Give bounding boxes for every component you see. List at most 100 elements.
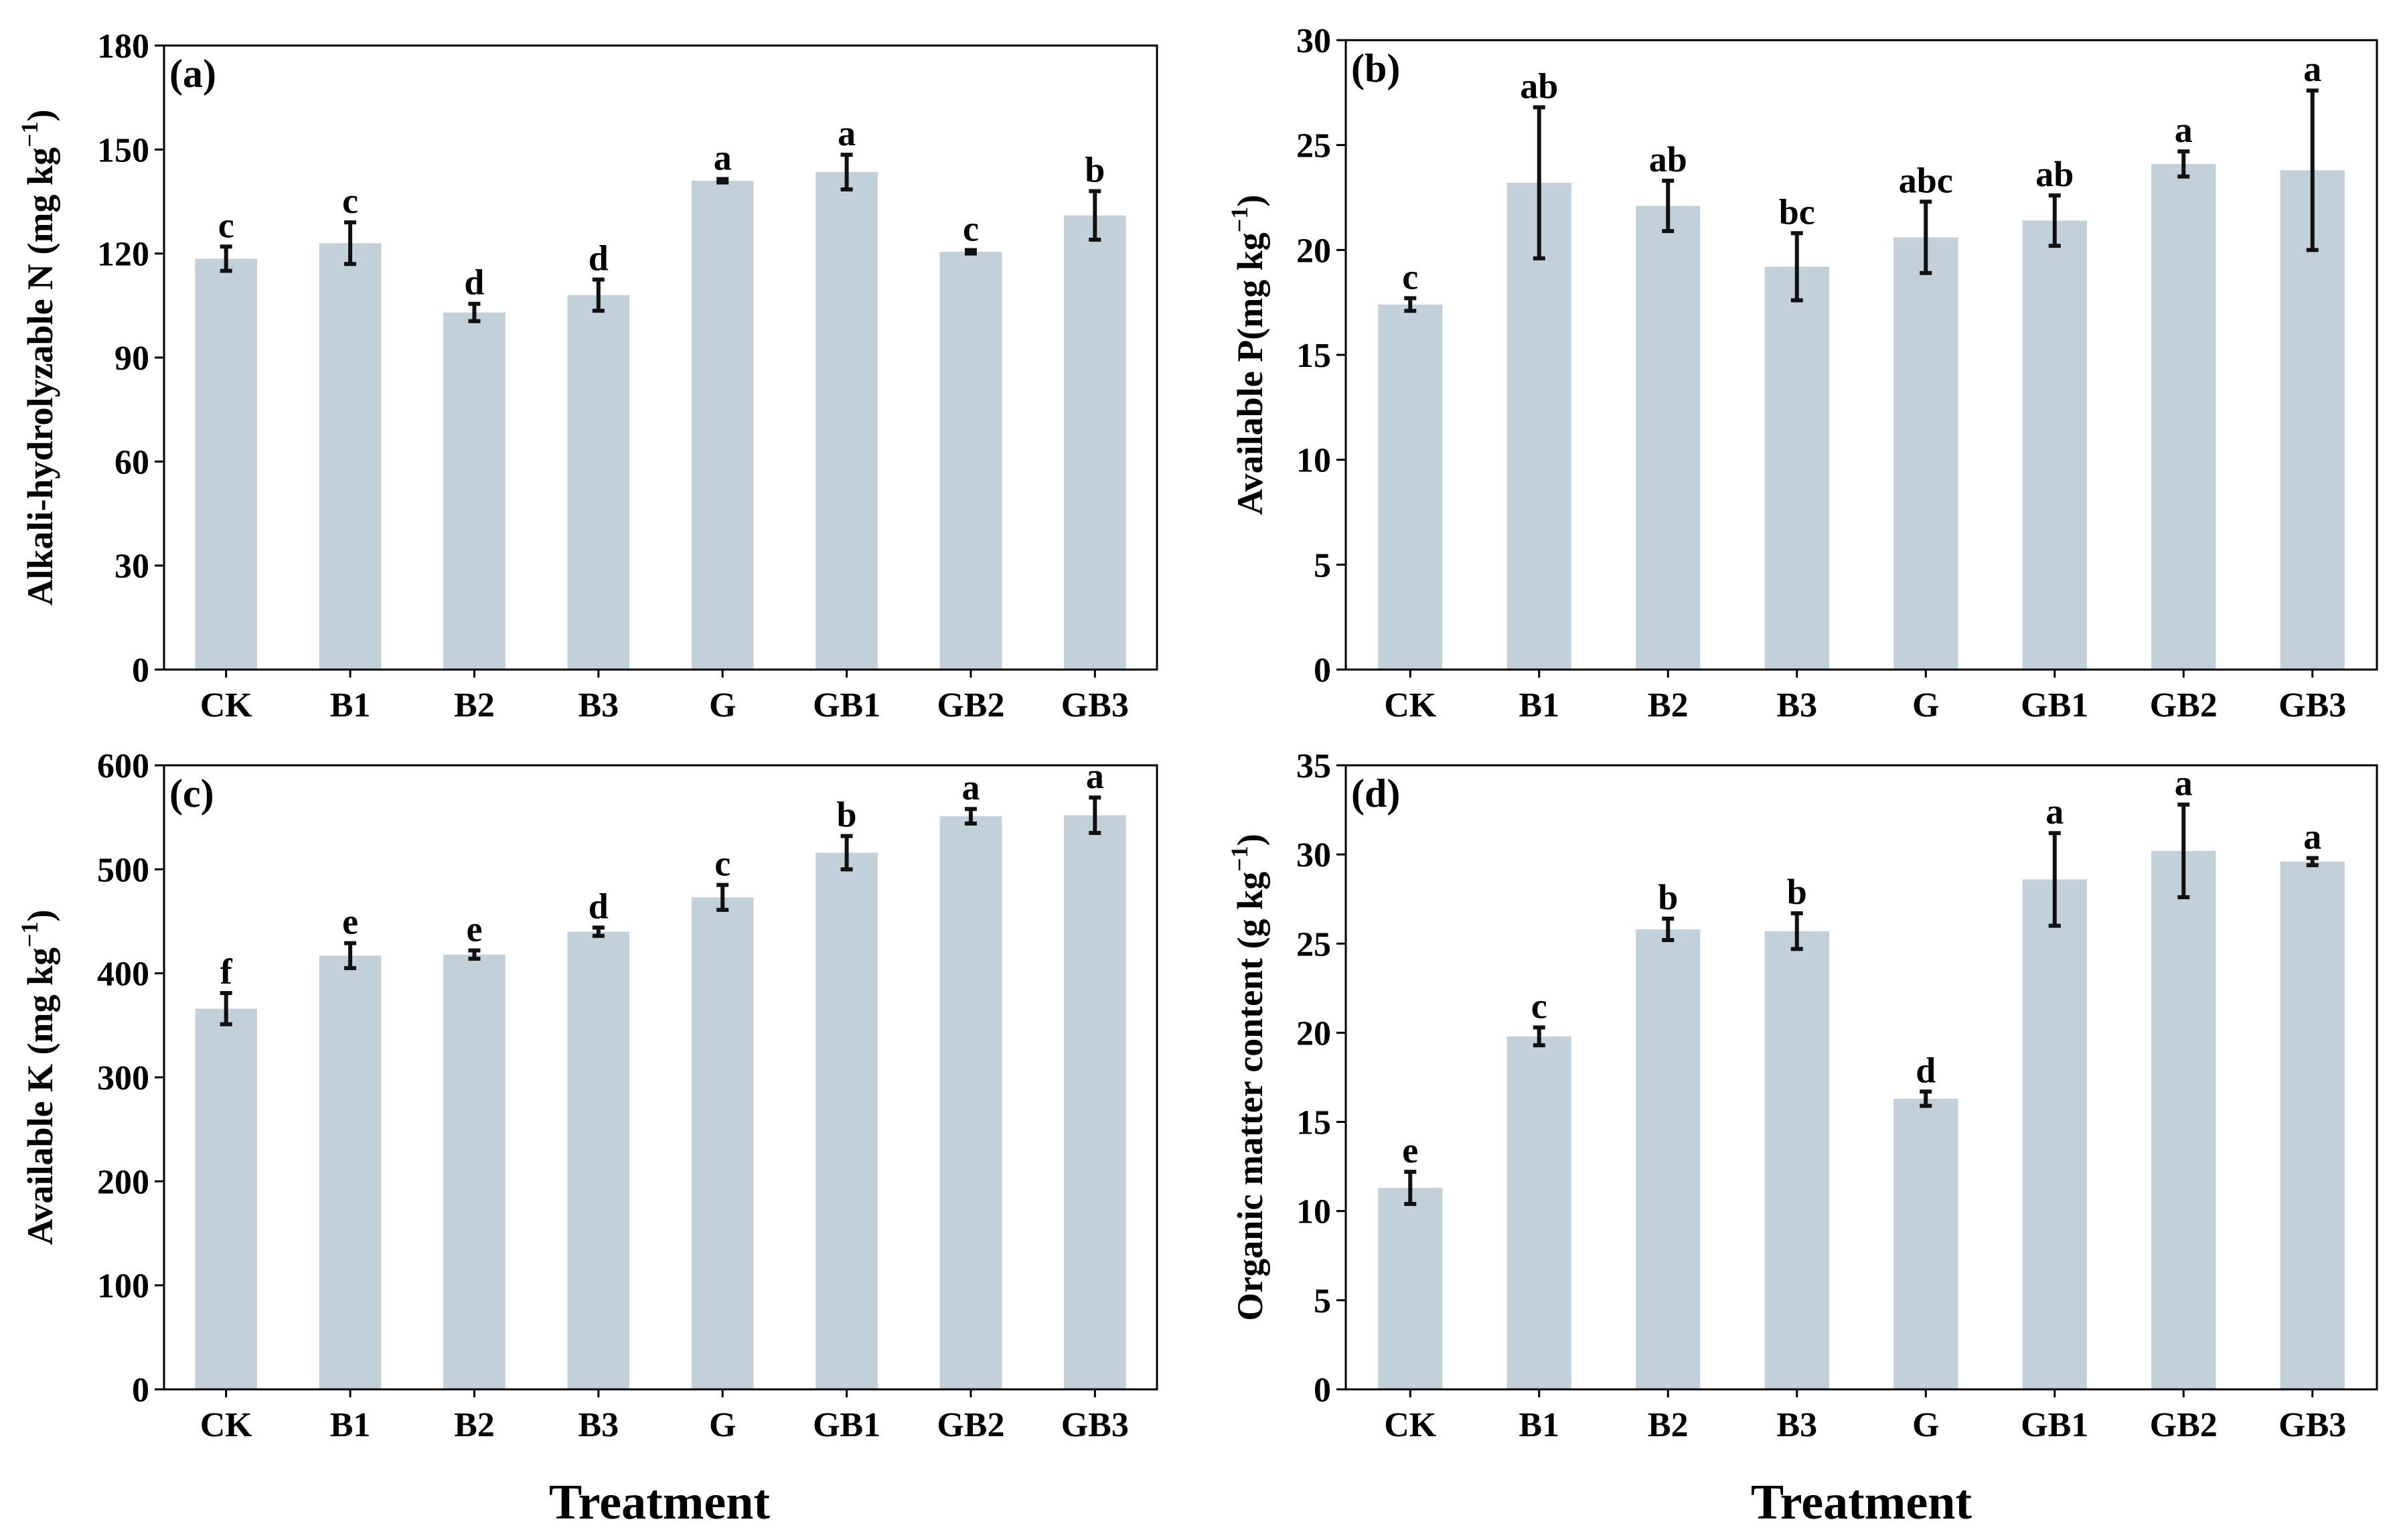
y-tick-label-500: 500 bbox=[97, 851, 149, 889]
x-tick-label-B1: B1 bbox=[330, 1406, 371, 1444]
significance-letter-GB1: a bbox=[2045, 791, 2064, 832]
y-tick-label-0: 0 bbox=[132, 1371, 149, 1409]
significance-letter-GB3: b bbox=[1085, 149, 1105, 189]
y-tick-label-180: 180 bbox=[97, 27, 149, 66]
y-tick-label-20: 20 bbox=[1296, 1014, 1331, 1053]
significance-letter-G: abc bbox=[1899, 160, 1953, 200]
x-tick-label-B3: B3 bbox=[578, 1406, 619, 1444]
significance-letter-GB3: a bbox=[2303, 49, 2321, 89]
bar-GB3 bbox=[1063, 815, 1126, 1389]
panel-a: c CK c B1 d B2 d B3 a Ga GB1 c GB2 b GB3 0 30 60 90 120 150 1… bbox=[16, 27, 1158, 724]
x-tick-label-G: G bbox=[1912, 686, 1939, 724]
x-tick-label-G: G bbox=[709, 686, 736, 724]
significance-letter-GB2: a bbox=[2175, 763, 2193, 803]
bar-GB1 bbox=[2022, 220, 2087, 670]
bar-GB3 bbox=[2280, 861, 2345, 1389]
x-axis-title-left: Treatment bbox=[549, 1475, 771, 1530]
significance-letter-GB2: a bbox=[2175, 110, 2193, 150]
y-tick-label-120: 120 bbox=[97, 236, 149, 274]
y-axis-label-main-c: Available K (mg kg bbox=[20, 947, 60, 1245]
x-tick-label-B2: B2 bbox=[1648, 1406, 1689, 1444]
x-tick-label-GB3: GB3 bbox=[2278, 1406, 2346, 1444]
y-axis-label-end-d: ) bbox=[1230, 834, 1270, 846]
x-tick-label-B1: B1 bbox=[330, 686, 371, 724]
y-tick-label-60: 60 bbox=[114, 443, 149, 481]
panel-label-d: (d) bbox=[1351, 771, 1400, 816]
y-tick-label-600: 600 bbox=[97, 747, 149, 785]
x-tick-label-CK: CK bbox=[200, 686, 253, 724]
x-tick-label-GB3: GB3 bbox=[1061, 686, 1129, 724]
y-tick-label-0: 0 bbox=[1314, 651, 1331, 690]
bar-B1 bbox=[319, 243, 382, 670]
bar-B1 bbox=[319, 955, 382, 1389]
bar-B1 bbox=[1506, 1036, 1571, 1389]
plot-frame-a bbox=[163, 44, 1158, 671]
panel-c: f CK e B1 e B2 d B3 c Gb GB1 a GB2 a GB3 0 100 200 300 400 5… bbox=[16, 747, 1158, 1444]
significance-letter-GB3: a bbox=[1086, 756, 1104, 796]
panel-label-a: (a) bbox=[169, 52, 216, 96]
significance-letter-G: c bbox=[714, 844, 730, 884]
x-tick-label-GB1: GB1 bbox=[2021, 686, 2088, 724]
x-tick-label-B2: B2 bbox=[1648, 686, 1689, 724]
bar-G bbox=[1893, 1098, 1958, 1389]
y-axis-label-a: Alkali-hydrolyzable N (mg kg−1) bbox=[16, 109, 60, 605]
significance-letter-CK: f bbox=[220, 951, 233, 992]
x-tick-label-GB1: GB1 bbox=[2021, 1406, 2088, 1444]
significance-letter-B1: c bbox=[1531, 986, 1547, 1026]
y-axis-label-superscript-c: −1 bbox=[16, 921, 43, 947]
bar-B3 bbox=[567, 295, 630, 670]
x-axis-title-right: Treatment bbox=[1751, 1475, 1972, 1530]
bar-GB1 bbox=[816, 171, 878, 670]
bar-G bbox=[691, 180, 754, 670]
x-tick-label-GB2: GB2 bbox=[2150, 1406, 2218, 1444]
plot-frame-d bbox=[1344, 764, 2378, 1391]
y-axis-label-superscript-d: −1 bbox=[1226, 846, 1253, 872]
y-tick-label-0: 0 bbox=[1314, 1371, 1331, 1409]
bar-B3 bbox=[1764, 931, 1829, 1389]
x-tick-label-B3: B3 bbox=[1776, 1406, 1817, 1444]
x-tick-label-B3: B3 bbox=[578, 686, 619, 724]
significance-letter-GB1: ab bbox=[2035, 154, 2074, 194]
significance-letter-B3: d bbox=[589, 238, 609, 279]
bar-B2 bbox=[443, 312, 506, 670]
x-tick-label-CK: CK bbox=[1384, 1406, 1437, 1444]
panel-b: c CK ab B1 ab B2 bc B3 abc Gab GB1 a GB2 a GB3 0 5 10 15 20… bbox=[1226, 22, 2378, 724]
y-tick-label-300: 300 bbox=[97, 1059, 149, 1097]
bar-CK bbox=[1378, 304, 1443, 670]
significance-letter-GB2: a bbox=[961, 767, 980, 807]
bar-GB2 bbox=[939, 816, 1002, 1389]
bar-G bbox=[1893, 237, 1958, 670]
y-tick-label-25: 25 bbox=[1296, 925, 1331, 964]
x-tick-label-GB1: GB1 bbox=[813, 686, 880, 724]
bar-GB2 bbox=[2151, 163, 2216, 670]
x-tick-label-B2: B2 bbox=[454, 686, 495, 724]
bar-CK bbox=[195, 1008, 258, 1389]
bar-B2 bbox=[443, 954, 506, 1389]
panel-d: e CK c B1 b B2 b B3 d Ga GB1 a GB2 a GB3 0 5 10 15 20 25 30 35… bbox=[1226, 747, 2378, 1444]
y-axis-label-end-a: ) bbox=[20, 109, 60, 121]
significance-letter-B2: ab bbox=[1649, 139, 1687, 179]
panel-label-b: (b) bbox=[1351, 46, 1400, 90]
significance-letter-GB3: a bbox=[2303, 816, 2321, 856]
y-axis-label-main-b: Available P(mg kg bbox=[1230, 232, 1270, 515]
y-tick-label-30: 30 bbox=[1296, 22, 1331, 60]
bar-B3 bbox=[567, 931, 630, 1389]
bar-GB3 bbox=[2280, 170, 2345, 670]
y-tick-label-10: 10 bbox=[1296, 1193, 1331, 1231]
significance-letter-GB2: c bbox=[963, 208, 979, 248]
significance-letter-CK: e bbox=[1402, 1130, 1418, 1170]
y-axis-label-d: Organic matter content (g kg−1) bbox=[1226, 834, 1270, 1320]
y-tick-label-400: 400 bbox=[97, 955, 149, 994]
bar-G bbox=[691, 897, 754, 1389]
x-tick-label-GB2: GB2 bbox=[937, 686, 1004, 724]
significance-letter-B1: ab bbox=[1520, 66, 1558, 106]
y-axis-label-main-d: Organic matter content (g kg bbox=[1230, 872, 1270, 1321]
y-tick-label-0: 0 bbox=[132, 651, 149, 690]
bar-CK bbox=[195, 258, 258, 670]
chart-panels: cCKcB1dB2dB3aGaGB1cGB2bGB303060901201501… bbox=[16, 22, 2378, 1444]
significance-letter-B1: e bbox=[342, 902, 358, 942]
y-tick-label-200: 200 bbox=[97, 1163, 149, 1201]
y-tick-label-100: 100 bbox=[97, 1267, 149, 1306]
x-tick-label-G: G bbox=[709, 1406, 736, 1444]
y-tick-label-30: 30 bbox=[114, 548, 149, 586]
